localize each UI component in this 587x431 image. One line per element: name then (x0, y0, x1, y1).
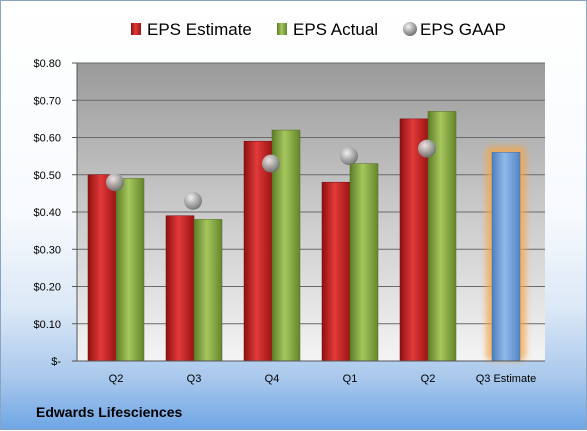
x-tick-label: Q2 (109, 373, 124, 385)
y-tick-label: $0.80 (33, 58, 61, 70)
legend-eps-estimate-swatch (131, 23, 141, 35)
marker-eps-gaap (262, 154, 280, 173)
bar-eps-estimate (87, 174, 117, 362)
legend-eps-actual-label: EPS Actual (293, 20, 378, 39)
y-tick-label: $0.40 (33, 207, 61, 219)
y-tick-label: $0.60 (33, 133, 61, 145)
legend-eps-actual-swatch (277, 23, 287, 35)
y-tick-label: $0.20 (33, 282, 61, 294)
bar-eps-actual (193, 219, 223, 362)
bar-eps-actual (349, 163, 379, 362)
x-tick-label: Q4 (265, 373, 280, 385)
y-tick-label: $0.10 (33, 319, 61, 331)
x-tick-label: Q2 (421, 373, 436, 385)
legend-eps-estimate-label: EPS Estimate (147, 20, 252, 39)
bar-eps-estimate (243, 140, 273, 362)
marker-eps-gaap (418, 139, 436, 158)
bar-eps-estimate (165, 215, 195, 362)
x-tick-label: Q3 (187, 373, 202, 385)
y-tick-label: $- (51, 356, 61, 368)
bar-eps-actual (115, 178, 145, 362)
bar-eps-estimate (399, 118, 429, 362)
y-tick-label: $0.30 (33, 244, 61, 256)
company-name: Edwards Lifesciences (36, 404, 183, 420)
legend-eps-gaap-swatch (403, 22, 417, 36)
y-tick-label: $0.50 (33, 170, 61, 182)
bar-q3-estimate (491, 152, 521, 362)
x-tick-label: Q1 (343, 373, 358, 385)
legend-eps-gaap-label: EPS GAAP (420, 20, 506, 39)
y-tick-label: $0.70 (33, 95, 61, 107)
marker-eps-gaap (184, 191, 202, 210)
marker-eps-gaap (340, 147, 358, 166)
marker-eps-gaap (106, 173, 124, 192)
bar-eps-estimate (321, 181, 351, 362)
x-tick-label: Q3 Estimate (476, 373, 537, 385)
